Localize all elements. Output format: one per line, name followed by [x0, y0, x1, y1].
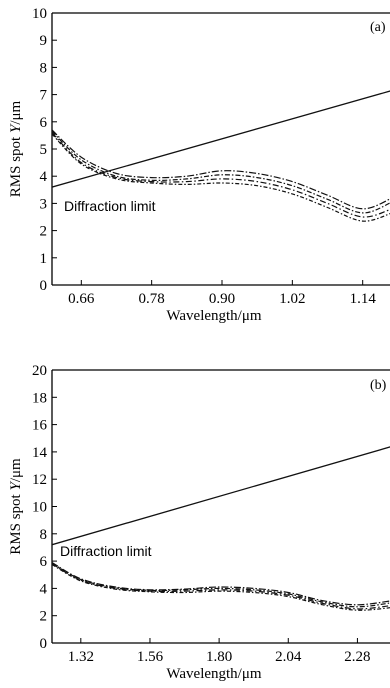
y-tick-label: 8: [40, 60, 48, 76]
y-tick-label: 4: [40, 581, 48, 597]
x-axis-title: Wavelength/μm: [166, 308, 261, 324]
x-tick-label: 2.28: [344, 649, 370, 665]
y-tick-label: 18: [32, 390, 47, 406]
chart-panel-0: 0 1 2 3 4 5 6 7 8 9 10 0.66 0.78 0.90 1.02 1.14 Waveleng…: [8, 6, 390, 324]
x-tick-label: 1.56: [137, 649, 164, 665]
y-axis-title-part: Y: [8, 481, 24, 491]
y-tick-label: 3: [40, 196, 48, 212]
x-tick-label: 2.04: [275, 649, 302, 665]
x-tick-label: 0.78: [139, 291, 165, 307]
series-line: [52, 563, 390, 611]
y-tick-label: 7: [40, 88, 48, 104]
y-axis-title-part: /μm: [8, 100, 24, 124]
y-tick-label: 10: [32, 6, 47, 22]
diffraction-limit-line: [52, 446, 390, 546]
y-tick-label: 10: [32, 500, 47, 516]
chart-panel-1: 0 2 4 6 8 10 12 14 16 18 20 1.32 1.56 1.80 2.04 2.28 Wav…: [8, 363, 390, 682]
series-line: [52, 130, 390, 214]
x-tick-label: 0.90: [209, 291, 235, 307]
y-tick-label: 5: [40, 142, 48, 158]
y-axis-title: RMS spot Y/μm: [8, 458, 24, 555]
y-axis-title-part: Y: [8, 123, 24, 133]
series-group: [52, 90, 390, 222]
y-tick-label: 1: [40, 251, 48, 267]
x-tick-label: 0.66: [68, 291, 95, 307]
y-axis-title-part: /μm: [8, 458, 24, 482]
series-line: [52, 133, 390, 222]
x-tick-label: 1.80: [206, 649, 232, 665]
series-line: [52, 563, 390, 610]
diffraction-limit-line: [52, 90, 390, 188]
diffraction-limit-label: Diffraction limit: [64, 198, 156, 214]
y-tick-label: 12: [32, 472, 47, 488]
y-tick-label: 0: [40, 636, 48, 652]
y-tick-label: 16: [32, 418, 48, 434]
x-tick-label: 1.14: [350, 291, 377, 307]
x-tick-label: 1.02: [279, 291, 305, 307]
diffraction-limit-label: Diffraction limit: [60, 543, 152, 559]
series-group: [52, 446, 390, 611]
y-tick-label: 4: [40, 169, 48, 185]
y-axis-title-part: RMS spot: [8, 491, 24, 555]
y-tick-label: 0: [40, 278, 48, 294]
panel-label: (a): [370, 20, 386, 35]
y-tick-label: 20: [32, 363, 47, 379]
series-line: [52, 561, 390, 606]
y-tick-label: 9: [40, 33, 48, 49]
y-axis-title-part: RMS spot: [8, 133, 24, 197]
y-tick-label: 2: [40, 224, 48, 240]
y-axis-title: RMS spot Y/μm: [8, 100, 24, 197]
y-tick-label: 6: [40, 554, 48, 570]
series-line: [52, 562, 390, 608]
y-tick-label: 8: [40, 527, 48, 543]
panel-label: (b): [370, 378, 387, 393]
x-axis-title: Wavelength/μm: [166, 666, 261, 682]
y-tick-label: 2: [40, 609, 48, 625]
y-tick-label: 6: [40, 115, 48, 131]
x-tick-label: 1.32: [68, 649, 94, 665]
series-line: [52, 129, 390, 210]
y-tick-label: 14: [32, 445, 48, 461]
